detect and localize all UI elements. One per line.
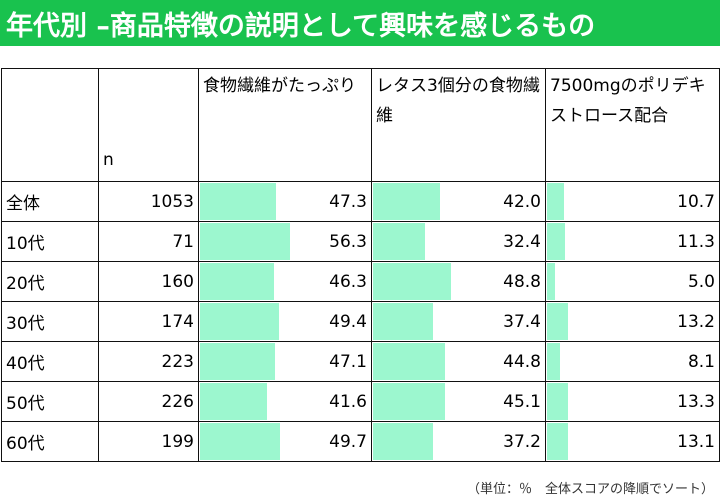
row-label: 50代 bbox=[1, 381, 99, 422]
row-label: 10代 bbox=[1, 221, 99, 262]
value-label: 10.7 bbox=[677, 191, 715, 212]
value-cell: 37.4 bbox=[371, 301, 546, 342]
value-cell: 49.4 bbox=[198, 301, 372, 342]
value-cell: 42.0 bbox=[371, 181, 546, 222]
value-label: 48.8 bbox=[503, 271, 541, 292]
table-row: 20代 160 46.3 48.8 5.0 bbox=[1, 261, 720, 302]
value-cell: 56.3 bbox=[198, 221, 372, 262]
value-bar bbox=[373, 383, 446, 420]
value-bar bbox=[200, 223, 291, 260]
value-label: 13.2 bbox=[677, 311, 715, 332]
value-bar bbox=[547, 343, 560, 380]
value-cell: 45.1 bbox=[371, 381, 546, 422]
value-label: 11.3 bbox=[677, 231, 715, 252]
value-bar bbox=[200, 423, 280, 460]
value-label: 49.7 bbox=[329, 431, 367, 452]
page-title: 年代別 –商品特徴の説明として興味を感じるもの bbox=[0, 0, 720, 46]
value-bar bbox=[373, 223, 425, 260]
value-cell: 47.1 bbox=[198, 341, 372, 382]
value-cell: 10.7 bbox=[545, 181, 720, 222]
sample-size: 160 bbox=[98, 261, 199, 302]
value-bar bbox=[373, 183, 441, 220]
value-bar bbox=[547, 223, 566, 260]
value-label: 5.0 bbox=[687, 271, 715, 292]
value-bar bbox=[547, 183, 565, 220]
value-label: 44.8 bbox=[503, 351, 541, 372]
value-bar bbox=[547, 303, 569, 340]
value-label: 37.4 bbox=[503, 311, 541, 332]
sample-size: 199 bbox=[98, 421, 199, 462]
value-label: 47.3 bbox=[329, 191, 367, 212]
value-cell: 32.4 bbox=[371, 221, 546, 262]
value-label: 47.1 bbox=[329, 351, 367, 372]
data-table: n 食物繊維がたっぷり レタス3個分の食物繊維 7500mgのポリデキストロース… bbox=[1, 68, 720, 462]
row-label: 20代 bbox=[1, 261, 99, 302]
value-label: 8.1 bbox=[687, 351, 715, 372]
value-label: 46.3 bbox=[329, 271, 367, 292]
sample-size: 1053 bbox=[98, 181, 199, 222]
value-bar bbox=[547, 383, 569, 420]
footnote: （単位：％ 全体スコアの降順でソート） bbox=[466, 482, 714, 497]
value-cell: 13.3 bbox=[545, 381, 720, 422]
value-label: 45.1 bbox=[503, 391, 541, 412]
value-bar bbox=[547, 423, 568, 460]
value-label: 41.6 bbox=[329, 391, 367, 412]
value-cell: 13.2 bbox=[545, 301, 720, 342]
value-label: 37.2 bbox=[503, 431, 541, 452]
value-cell: 5.0 bbox=[545, 261, 720, 302]
table-row: 全体 1053 47.3 42.0 10.7 bbox=[1, 181, 720, 222]
value-label: 49.4 bbox=[329, 311, 367, 332]
value-bar bbox=[200, 183, 276, 220]
table-row: 10代 71 56.3 32.4 11.3 bbox=[1, 221, 720, 262]
value-bar bbox=[373, 263, 452, 300]
value-bar bbox=[200, 263, 275, 300]
value-cell: 49.7 bbox=[198, 421, 372, 462]
row-label: 60代 bbox=[1, 421, 99, 462]
table-row: 40代 223 47.1 44.8 8.1 bbox=[1, 341, 720, 382]
value-cell: 41.6 bbox=[198, 381, 372, 422]
value-cell: 44.8 bbox=[371, 341, 546, 382]
column-header-fiber-rich: 食物繊維がたっぷり bbox=[198, 68, 372, 182]
column-header-polydextrose: 7500mgのポリデキストロース配合 bbox=[545, 68, 720, 182]
sample-size: 226 bbox=[98, 381, 199, 422]
value-cell: 37.2 bbox=[371, 421, 546, 462]
value-label: 13.3 bbox=[677, 391, 715, 412]
n-header: n bbox=[98, 68, 199, 182]
value-bar bbox=[200, 383, 267, 420]
value-cell: 46.3 bbox=[198, 261, 372, 302]
table-row: 30代 174 49.4 37.4 13.2 bbox=[1, 301, 720, 342]
header-row: n 食物繊維がたっぷり レタス3個分の食物繊維 7500mgのポリデキストロース… bbox=[1, 68, 720, 182]
row-label: 30代 bbox=[1, 301, 99, 342]
value-label: 42.0 bbox=[503, 191, 541, 212]
value-bar bbox=[200, 343, 276, 380]
value-cell: 13.1 bbox=[545, 421, 720, 462]
corner-cell bbox=[1, 68, 99, 182]
value-cell: 8.1 bbox=[545, 341, 720, 382]
value-bar bbox=[547, 263, 555, 300]
sample-size: 71 bbox=[98, 221, 199, 262]
row-label: 全体 bbox=[1, 181, 99, 222]
sample-size: 174 bbox=[98, 301, 199, 342]
value-bar bbox=[200, 303, 280, 340]
value-bar bbox=[373, 423, 433, 460]
value-cell: 48.8 bbox=[371, 261, 546, 302]
value-cell: 11.3 bbox=[545, 221, 720, 262]
value-cell: 47.3 bbox=[198, 181, 372, 222]
table-row: 60代 199 49.7 37.2 13.1 bbox=[1, 421, 720, 462]
sample-size: 223 bbox=[98, 341, 199, 382]
value-bar bbox=[373, 343, 445, 380]
value-label: 13.1 bbox=[677, 431, 715, 452]
column-header-lettuce-fiber: レタス3個分の食物繊維 bbox=[371, 68, 546, 182]
value-bar bbox=[373, 303, 433, 340]
row-label: 40代 bbox=[1, 341, 99, 382]
value-label: 56.3 bbox=[329, 231, 367, 252]
value-label: 32.4 bbox=[503, 231, 541, 252]
table-row: 50代 226 41.6 45.1 13.3 bbox=[1, 381, 720, 422]
